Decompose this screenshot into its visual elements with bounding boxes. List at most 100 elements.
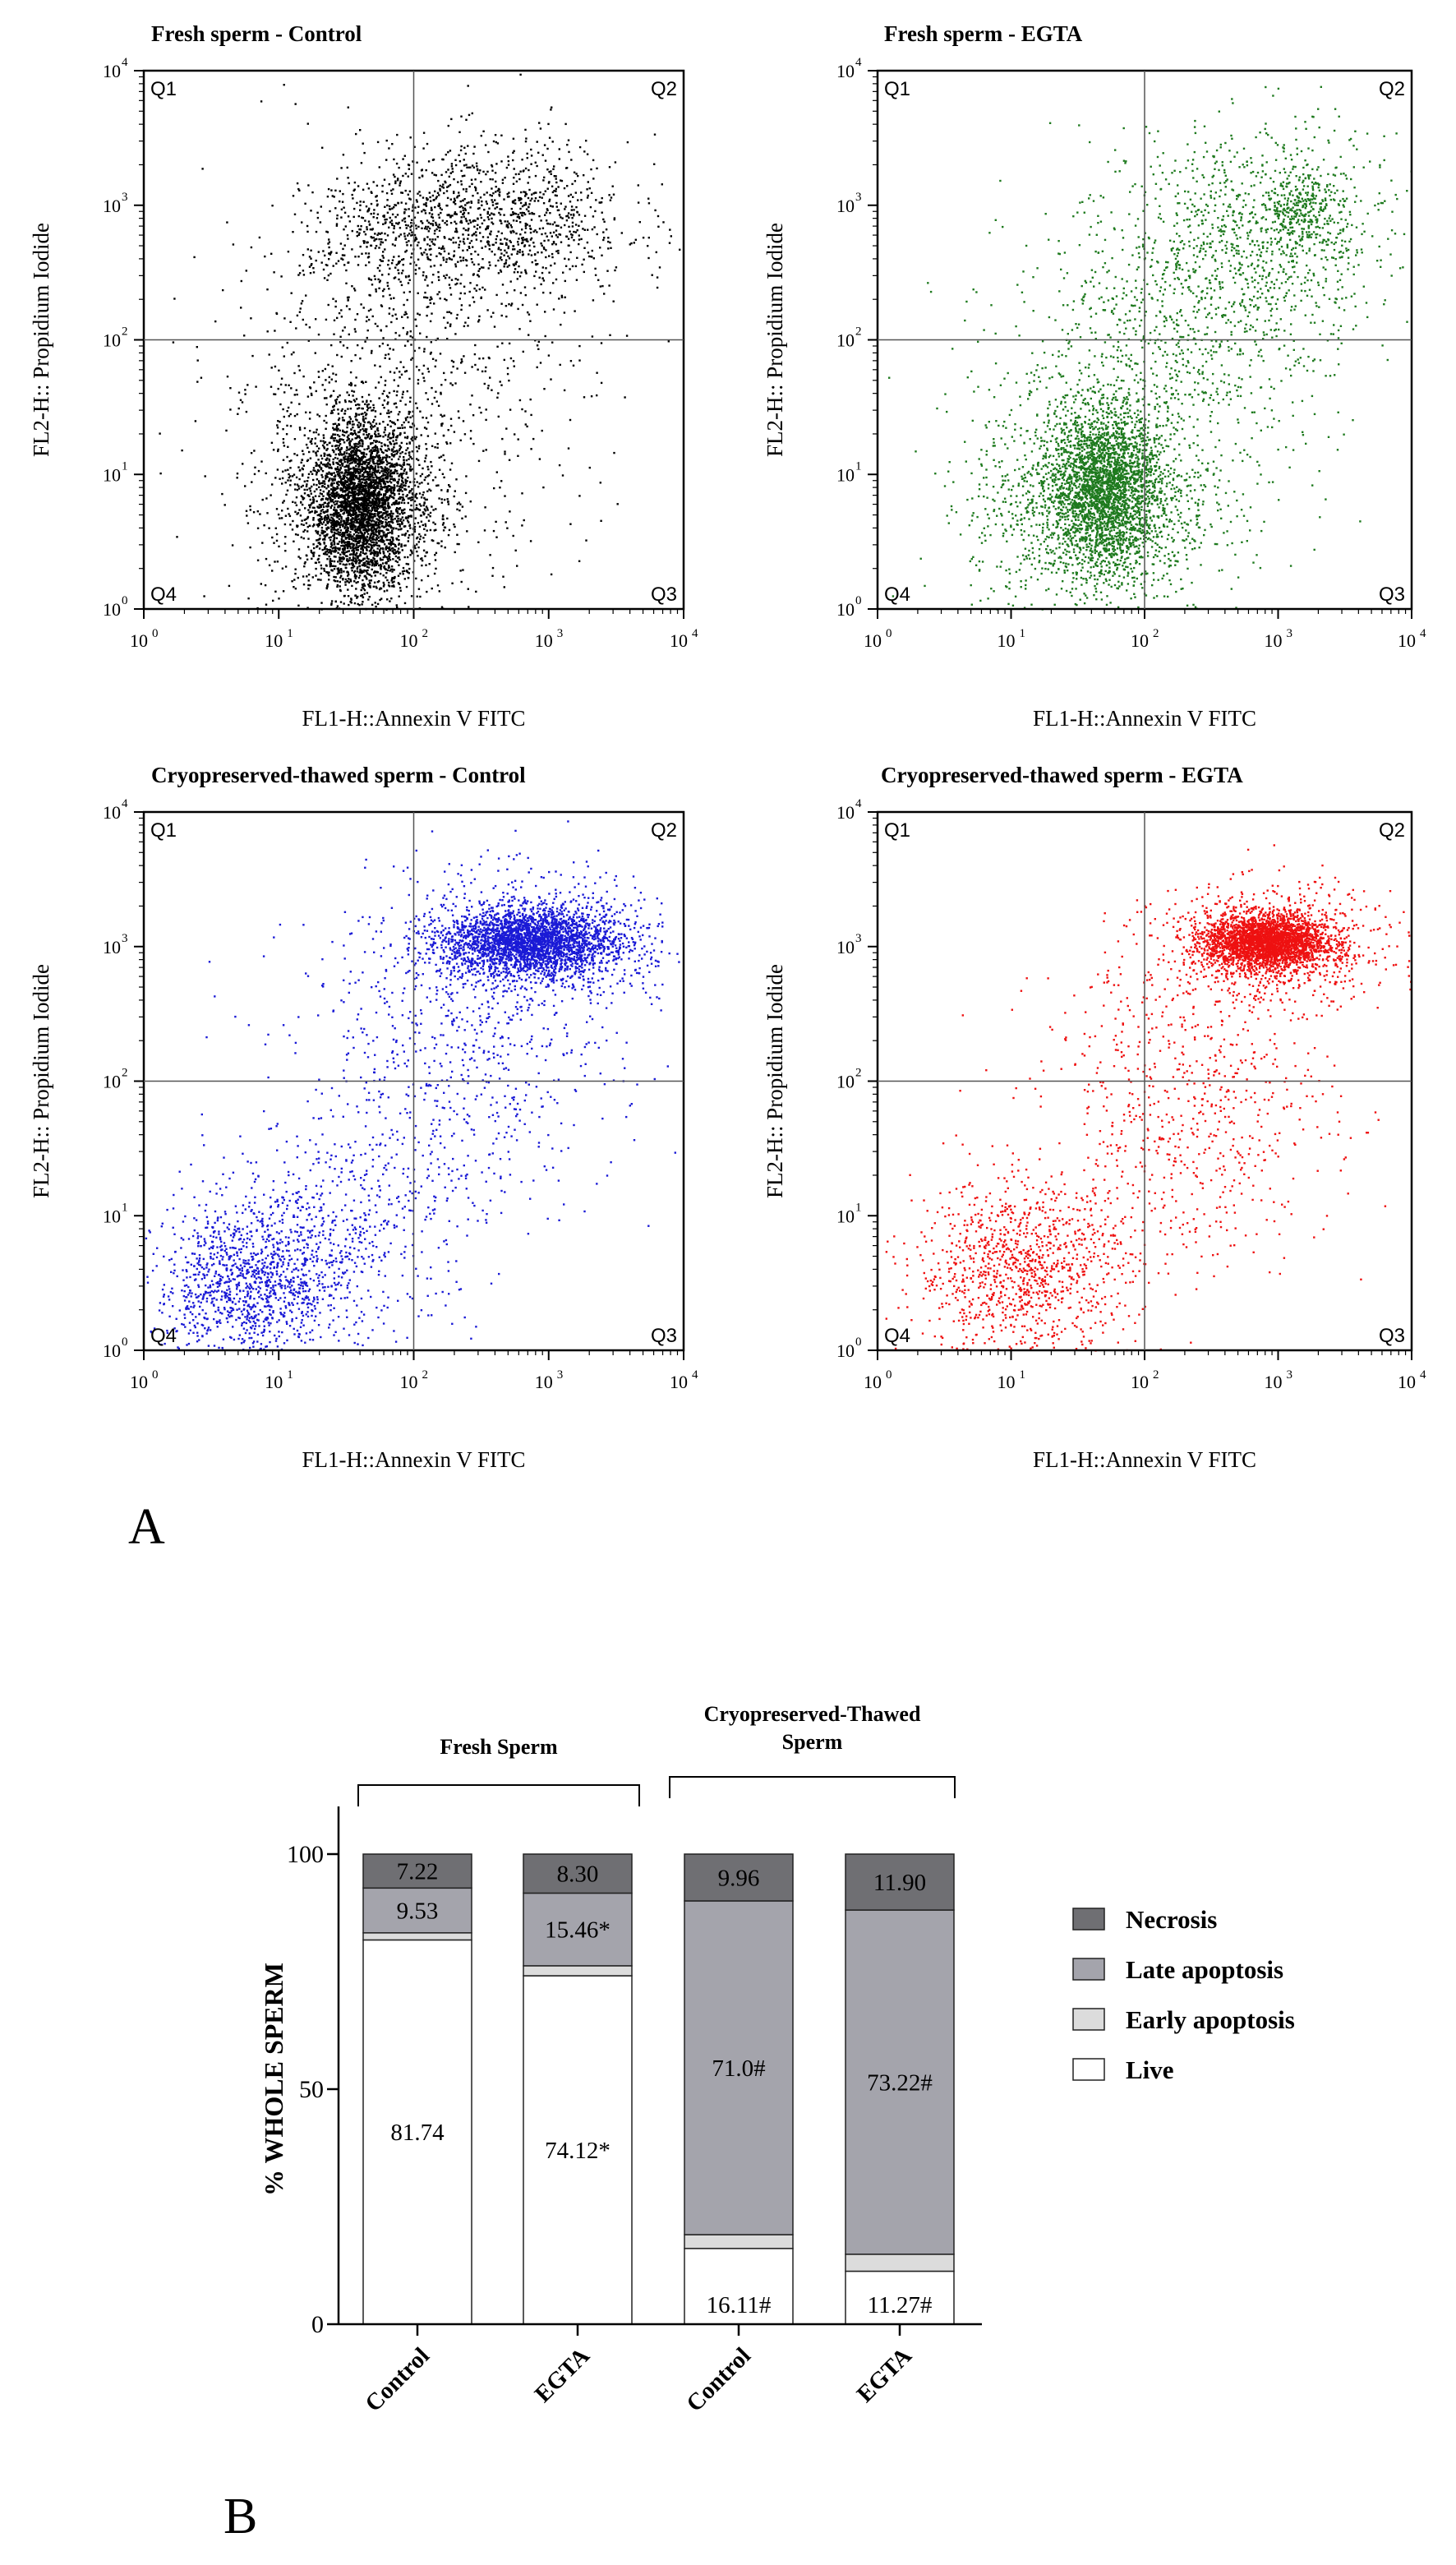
scatter-point (491, 566, 495, 570)
scatter-point (352, 420, 354, 423)
scatter-point (366, 555, 368, 558)
scatter-point (387, 547, 389, 549)
scatter-point (454, 551, 456, 554)
scatter-point (348, 508, 351, 510)
scatter-point (505, 259, 508, 261)
scatter-point (352, 466, 355, 469)
scatter-point (353, 560, 357, 563)
scatter-point (542, 246, 546, 249)
scatter-point (661, 183, 663, 186)
scatter-point (456, 196, 458, 199)
scatter-point (401, 424, 403, 427)
scatter-point (386, 598, 389, 601)
scatter-point (555, 178, 557, 180)
scatter-point (393, 206, 395, 209)
scatter-point (424, 457, 427, 459)
scatter-point (567, 244, 569, 247)
scatter-point (515, 219, 518, 222)
scatter-point (495, 520, 497, 524)
scatter-point (542, 193, 545, 196)
scatter-point (322, 503, 325, 506)
scatter-point (368, 519, 371, 521)
scatter-point (404, 173, 407, 175)
scatter-point (426, 475, 429, 477)
scatter-point (500, 134, 503, 136)
scatter-point (333, 196, 335, 198)
scatter-point (480, 266, 483, 269)
scatter-point (573, 230, 575, 233)
scatter-point (382, 556, 385, 559)
scatter-point (466, 201, 468, 205)
scatter-point (459, 570, 462, 572)
scatter-point (434, 554, 436, 556)
scatter-point (329, 559, 332, 561)
scatter-point (428, 474, 431, 477)
scatter-point (404, 208, 408, 211)
scatter-point (395, 551, 398, 553)
scatter-point (326, 533, 329, 536)
scatter-point (325, 551, 328, 553)
scatter-point (357, 581, 359, 584)
scatter-point (374, 574, 376, 577)
scatter-point (320, 454, 322, 457)
scatter-point (564, 205, 567, 208)
scatter-point (384, 503, 387, 505)
scatter-point (362, 473, 365, 477)
scatter-point (330, 542, 333, 544)
scatter-point (416, 458, 418, 460)
scatter-point (376, 587, 378, 589)
scatter-point (348, 502, 352, 505)
scatter-point (405, 585, 408, 588)
scatter-point (327, 462, 329, 464)
scatter-point (357, 413, 361, 416)
scatter-point (576, 256, 578, 259)
scatter-point (524, 269, 527, 271)
scatter-point (319, 543, 322, 546)
scatter-point (523, 213, 527, 216)
scatter-point (525, 137, 528, 140)
scatter-point (551, 235, 553, 238)
scatter-point (413, 216, 417, 219)
scatter-point (443, 274, 445, 277)
scatter-point (557, 249, 560, 252)
scatter-point (492, 213, 495, 215)
scatter-point (369, 470, 371, 473)
scatter-point (362, 494, 366, 496)
scatter-point (553, 262, 556, 265)
scatter-point (371, 450, 373, 453)
scatter-point (392, 422, 394, 424)
scatter-point (283, 500, 285, 502)
scatter-point (406, 436, 409, 438)
scatter-point (403, 570, 406, 572)
scatter-point (569, 230, 571, 233)
scatter-point (385, 159, 388, 161)
scatter-point (343, 453, 346, 455)
scatter-point (330, 409, 334, 413)
scatter-point (322, 490, 325, 493)
scatter-point (447, 151, 449, 154)
scatter-point (377, 482, 380, 485)
scatter-point (334, 436, 336, 440)
scatter-point (352, 493, 355, 496)
scatter-point (360, 459, 362, 462)
scatter-point (335, 537, 339, 540)
scatter-point (630, 242, 633, 245)
scatter-point (526, 224, 528, 226)
scatter-point (524, 167, 528, 170)
scatter-point (332, 437, 334, 440)
scatter-point (396, 523, 399, 525)
scatter-point (316, 530, 320, 533)
scatter-point (276, 561, 279, 563)
scatter-point (340, 482, 343, 484)
scatter-point (292, 501, 294, 503)
scatter-point (388, 542, 390, 545)
scatter-point (348, 573, 350, 576)
scatter-point (540, 283, 542, 286)
scatter-point (397, 547, 400, 550)
scatter-point (320, 572, 322, 575)
scatter-point (460, 183, 463, 186)
scatter-point (343, 499, 347, 501)
scatter-point (321, 384, 324, 386)
scatter-point (339, 505, 342, 508)
scatter-point (384, 384, 386, 386)
